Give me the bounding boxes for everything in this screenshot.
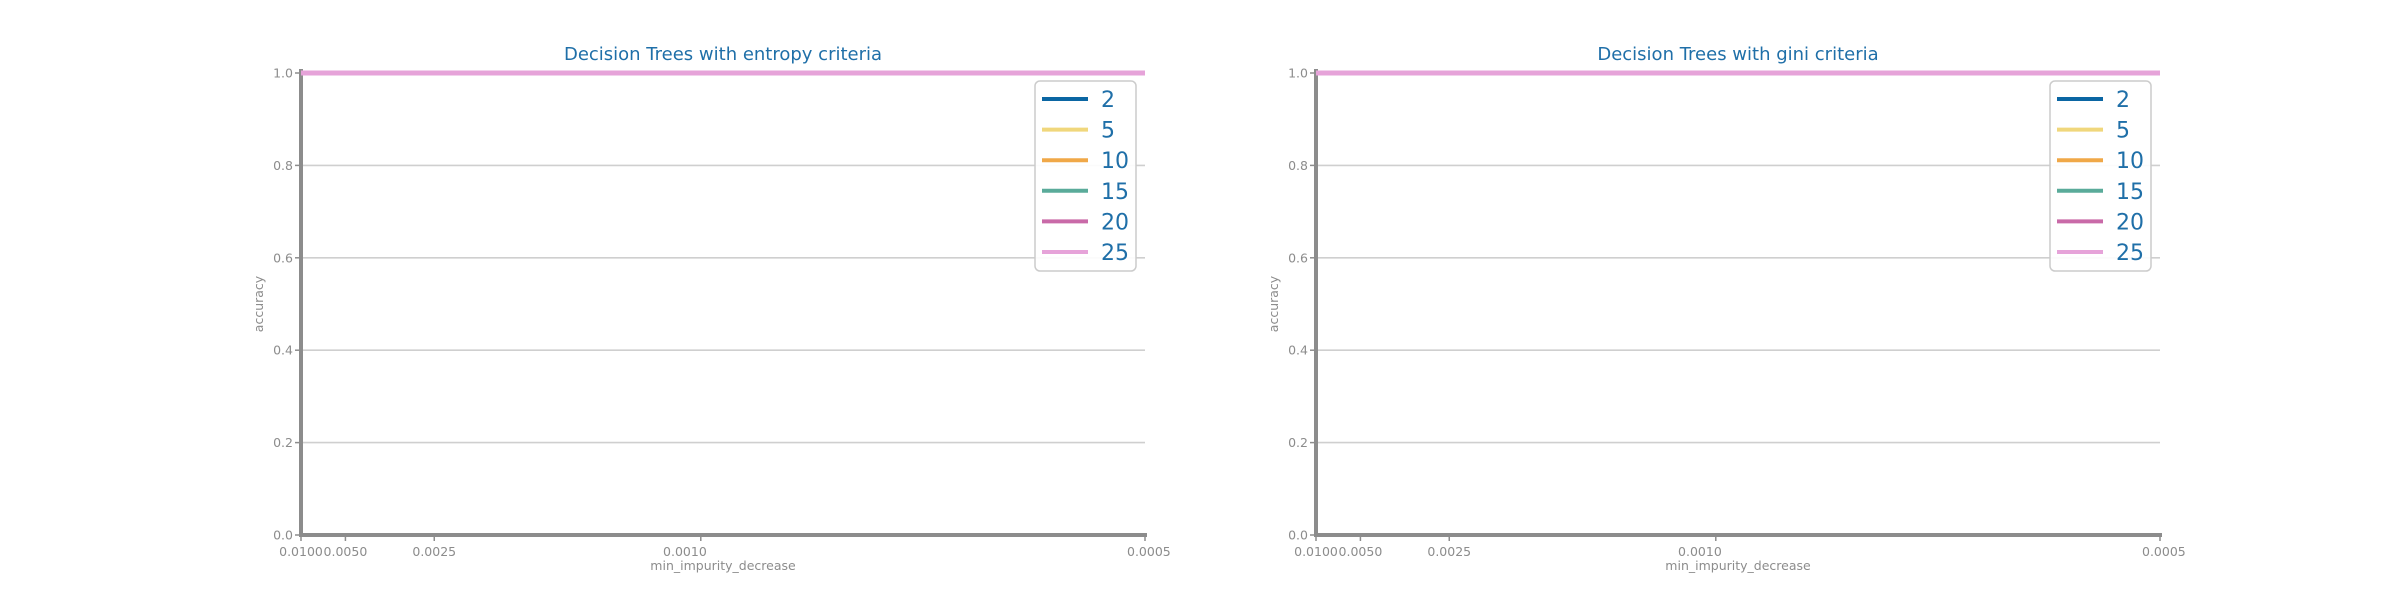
y-axis-label: accuracy [1266, 275, 1281, 332]
y-tick-label: 0.2 [1288, 435, 1308, 450]
x-tick-label: 0.0050 [324, 544, 368, 559]
x-tick-label: 0.0010 [1678, 544, 1722, 559]
legend-label-5: 5 [1101, 119, 1115, 144]
y-tick-label: 0.8 [273, 158, 293, 173]
chart-panel-entropy: 0.0 0.2 0.4 0.6 0.8 1.0 0.0100 0.0050 0.0025 0.00… [251, 44, 1171, 573]
y-tick-label: 0.6 [1288, 250, 1308, 265]
x-axis-label: min_impurity_decrease [1665, 558, 1811, 573]
legend-label-5: 5 [2116, 119, 2130, 144]
legend-label-10: 10 [1101, 149, 1129, 174]
y-tick-label: 0.4 [273, 343, 293, 358]
y-tick-label: 1.0 [273, 66, 293, 81]
chart-title: Decision Trees with entropy criteria [564, 44, 882, 65]
legend-label-25: 25 [1101, 241, 1129, 266]
x-tick-label: 0.0025 [1427, 544, 1471, 559]
y-axis-label: accuracy [251, 275, 266, 332]
x-tick-label: 0.0005 [1127, 544, 1171, 559]
y-tick-label: 0.2 [273, 435, 293, 450]
x-tick-label: 0.0050 [1339, 544, 1383, 559]
legend-label-25: 25 [2116, 241, 2144, 266]
chart-panel-gini: 0.0 0.2 0.4 0.6 0.8 1.0 0.0100 0.0050 0.0025 0.00… [1266, 44, 2186, 573]
x-tick-label: 0.0100 [279, 544, 323, 559]
legend-label-2: 2 [2116, 88, 2130, 113]
chart-title: Decision Trees with gini criteria [1597, 44, 1878, 65]
y-tick-label: 0.6 [273, 250, 293, 265]
legend-label-15: 15 [2116, 180, 2144, 205]
x-tick-label: 0.0025 [412, 544, 456, 559]
legend-label-20: 20 [1101, 210, 1129, 235]
legend-label-2: 2 [1101, 88, 1115, 113]
y-tick-label: 1.0 [1288, 66, 1308, 81]
y-tick-label: 0.8 [1288, 158, 1308, 173]
y-tick-label: 0.0 [273, 528, 293, 543]
y-tick-label: 0.0 [1288, 528, 1308, 543]
y-tick-label: 0.4 [1288, 343, 1308, 358]
x-tick-label: 0.0005 [2142, 544, 2186, 559]
legend-label-10: 10 [2116, 149, 2144, 174]
legend-label-15: 15 [1101, 180, 1129, 205]
x-axis-label: min_impurity_decrease [650, 558, 796, 573]
x-tick-label: 0.0010 [663, 544, 707, 559]
legend-label-20: 20 [2116, 210, 2144, 235]
x-tick-label: 0.0100 [1294, 544, 1338, 559]
